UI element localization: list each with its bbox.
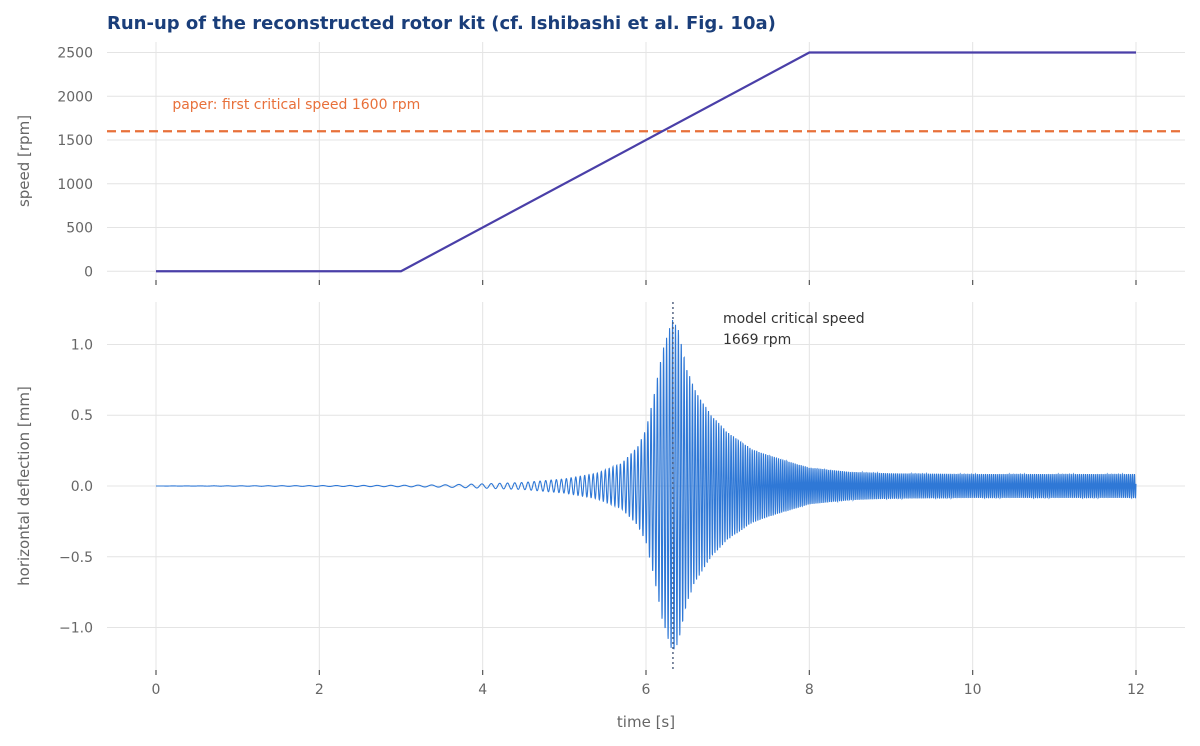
speed-y-tick-label: 2500: [57, 46, 93, 62]
speed-x-tick-marks: [155, 280, 1137, 285]
deflection-axis-label: horizontal deflection [mm]: [15, 386, 33, 586]
figure-title: Run-up of the reconstructed rotor kit (c…: [107, 13, 776, 34]
model-critical-speed-value: 1669 rpm: [723, 332, 791, 348]
deflection-x-tick-label: 8: [805, 682, 814, 698]
deflection-y-tick-label: 0.0: [71, 479, 93, 495]
deflection-y-tick-label: −1.0: [59, 621, 93, 637]
deflection-grid: [107, 302, 1185, 670]
speed-y-tick-label: 1500: [57, 133, 93, 149]
speed-grid: [107, 42, 1185, 280]
deflection-x-tick-label: 0: [152, 682, 161, 698]
deflection-x-tick-label: 4: [478, 682, 487, 698]
deflection-x-tick-label: 2: [315, 682, 324, 698]
paper-critical-speed-label: paper: first critical speed 1600 rpm: [172, 97, 420, 113]
deflection-y-tick-labels: −1.0 −0.5 0.0 0.5 1.0: [59, 337, 93, 636]
deflection-series-line: [156, 319, 1137, 650]
speed-y-tick-label: 2000: [57, 89, 93, 105]
time-axis-label: time [s]: [617, 713, 675, 731]
speed-y-tick-label: 500: [66, 221, 93, 237]
deflection-x-tick-label: 6: [642, 682, 651, 698]
speed-axis-label: speed [rpm]: [15, 115, 33, 207]
deflection-y-tick-label: 1.0: [71, 337, 93, 353]
deflection-y-tick-label: −0.5: [59, 550, 93, 566]
deflection-panel: −1.0 −0.5 0.0 0.5 1.0 0 2 4 6 8 10 12 model critic…: [15, 302, 1185, 731]
deflection-x-tick-label: 10: [964, 682, 982, 698]
deflection-x-tick-label: 12: [1127, 682, 1145, 698]
speed-y-tick-label: 0: [84, 264, 93, 280]
speed-y-tick-labels: 0 500 1000 1500 2000 2500: [57, 46, 93, 281]
deflection-x-tick-labels: 0 2 4 6 8 10 12: [152, 670, 1145, 698]
speed-series-line: [156, 51, 1136, 273]
deflection-y-tick-label: 0.5: [71, 408, 93, 424]
model-critical-speed-label: model critical speed: [723, 311, 865, 327]
speed-panel: 0 500 1000 1500 2000 2500 paper: first critic…: [15, 42, 1185, 285]
speed-y-tick-label: 1000: [57, 177, 93, 193]
